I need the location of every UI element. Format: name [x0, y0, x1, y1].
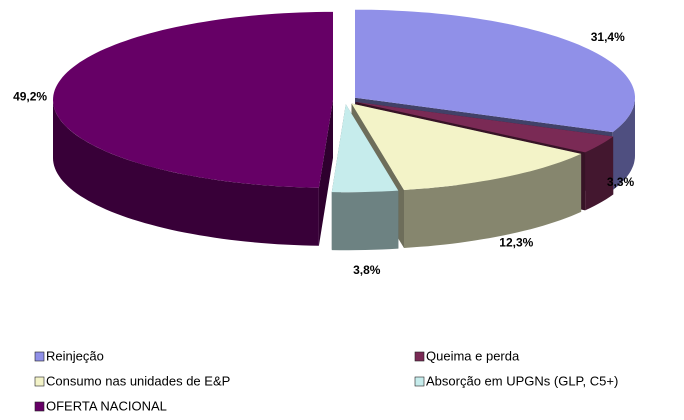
legend-label: Absorção em UPGNs (GLP, C5+)	[426, 373, 618, 388]
slice	[53, 11, 333, 188]
legend: Reinjeção Queima e perda Consumo nas unida…	[34, 348, 618, 413]
slice-wall	[404, 153, 582, 248]
legend-swatch	[414, 351, 425, 362]
data-labels: 31,4% 3,3% 12,3% 3,8% 49,2%	[13, 30, 634, 277]
slice-tops	[53, 9, 635, 193]
slice-wall	[331, 190, 399, 251]
data-label: 3,8%	[353, 263, 381, 277]
slice	[355, 9, 635, 133]
slice-wall	[53, 99, 319, 246]
legend-label: Consumo nas unidades de E&P	[46, 373, 230, 388]
slice-side	[318, 99, 333, 246]
data-label: 49,2%	[13, 89, 47, 103]
data-label: 31,4%	[591, 30, 625, 44]
legend-label: Reinjeção	[46, 348, 104, 363]
legend-swatch	[34, 401, 45, 412]
legend-swatch	[34, 351, 45, 362]
slice	[355, 102, 614, 153]
slice-wall	[612, 97, 635, 191]
legend-swatch	[414, 376, 425, 387]
slice	[351, 103, 582, 190]
data-label: 12,3%	[499, 236, 533, 250]
data-label: 3,3%	[607, 175, 635, 189]
slice	[331, 104, 399, 193]
slice-wall	[585, 136, 614, 211]
legend-swatch	[34, 376, 45, 387]
legend-label: Queima e perda	[426, 348, 520, 363]
legend-label: OFERTA NACIONAL	[46, 398, 167, 413]
